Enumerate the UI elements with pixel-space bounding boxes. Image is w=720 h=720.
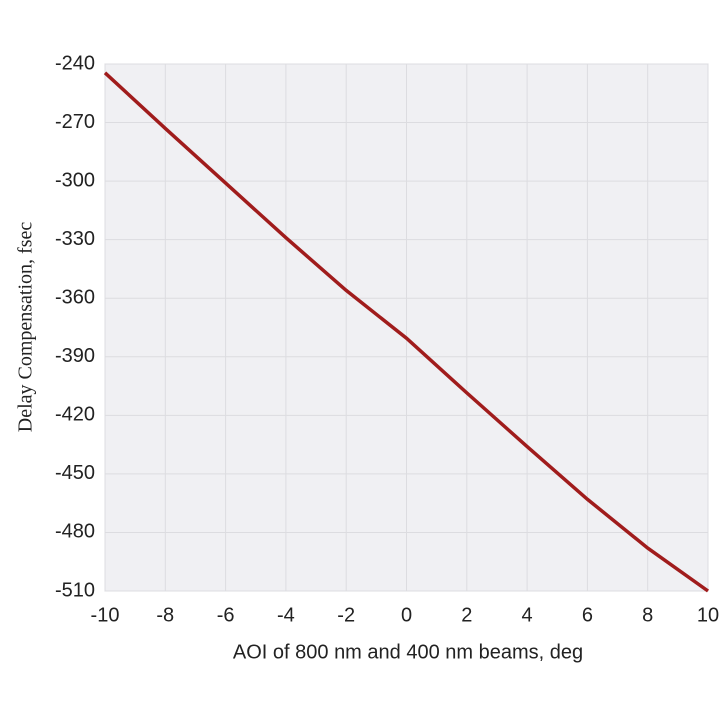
y-tick-label: -420	[55, 404, 95, 426]
x-tick-label: 4	[522, 604, 533, 626]
data-line	[103, 71, 710, 593]
x-tick-label: -4	[277, 604, 295, 626]
x-tick-label: 10	[697, 604, 719, 626]
y-tick-label: -390	[55, 345, 95, 367]
y-tick-label: -330	[55, 228, 95, 250]
y-tick-label: -510	[55, 579, 95, 601]
x-tick-label: -2	[337, 604, 355, 626]
y-tick-label: -240	[55, 52, 95, 74]
x-tick-label: -8	[156, 604, 174, 626]
x-tick-label: 8	[642, 604, 653, 626]
y-tick-label: -270	[55, 111, 95, 133]
x-tick-label: 2	[461, 604, 472, 626]
x-tick-label: -10	[91, 604, 120, 626]
y-tick-label: -450	[55, 462, 95, 484]
y-tick-label: -360	[55, 287, 95, 309]
x-tick-label: 0	[401, 604, 412, 626]
x-axis-label: AOI of 800 nm and 400 nm beams, deg	[233, 641, 583, 663]
x-tick-label: 6	[582, 604, 593, 626]
y-axis-label: Delay Compensation, fsec	[15, 222, 37, 433]
x-tick-label: -6	[217, 604, 235, 626]
y-tick-label: -480	[55, 521, 95, 543]
y-tick-label: -300	[55, 169, 95, 191]
